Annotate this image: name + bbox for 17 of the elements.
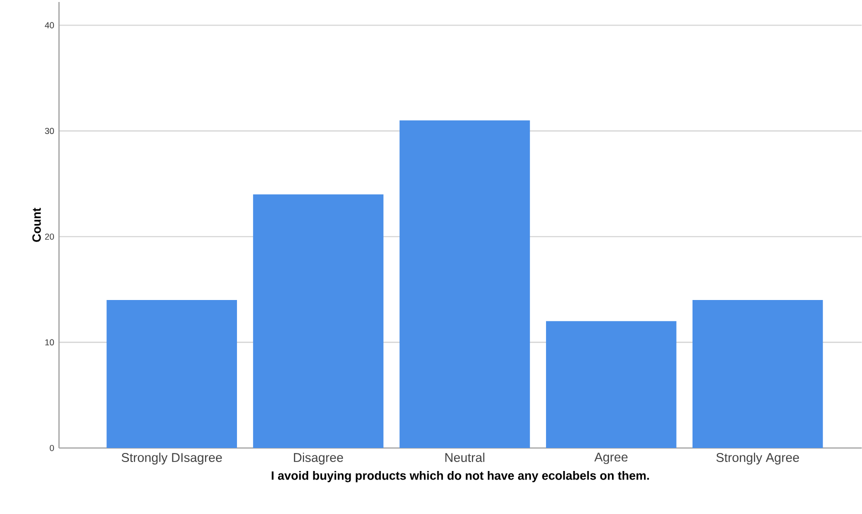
y-tick-label: 30 xyxy=(44,128,54,134)
x-axis-title: I avoid buying products which do not have any ecolabels on them. xyxy=(272,471,649,482)
x-tick-label: Agree xyxy=(594,452,628,464)
y-axis-title: Count xyxy=(32,208,41,242)
x-tick-label: Disagree xyxy=(294,452,344,465)
y-tick-label: 20 xyxy=(45,234,54,240)
x-tick-label: Neutral xyxy=(445,452,484,462)
x-tick-label: Strongly Agree xyxy=(716,452,799,465)
bar xyxy=(546,321,676,448)
y-tick-label: 0 xyxy=(50,444,54,452)
y-tick-label: 10 xyxy=(45,339,54,346)
bar xyxy=(253,194,384,448)
y-tick-label: 40 xyxy=(44,22,54,28)
bar xyxy=(692,300,823,448)
x-tick-label: Strongly DIsagree xyxy=(122,452,222,465)
bar xyxy=(106,300,237,448)
bar xyxy=(400,120,530,448)
